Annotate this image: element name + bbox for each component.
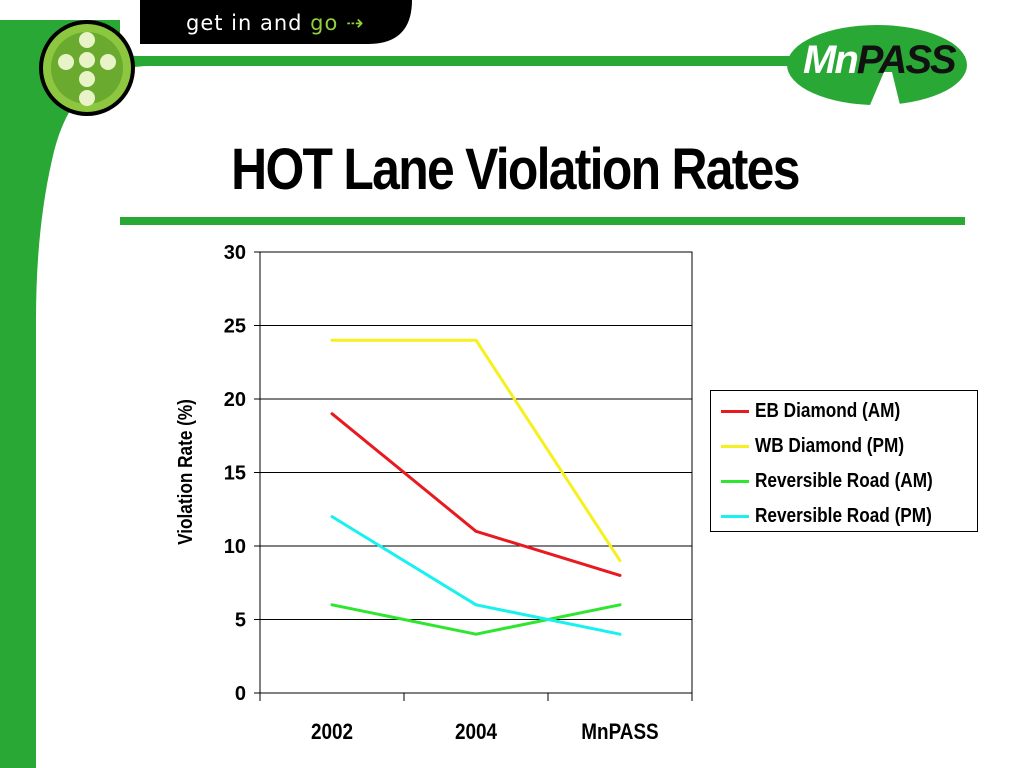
y-tick-label: 5 [235,610,246,632]
chart-legend: EB Diamond (AM) WB Diamond (PM) Reversible… [710,390,978,532]
axes: 0 5 10 15 20 25 30 2002 2004 MnPASS [224,242,693,745]
legend-item: EB Diamond (AM) [721,396,924,426]
y-tick-label: 20 [224,389,246,411]
header-band [0,0,412,44]
legend-swatch [721,479,749,483]
legend-item: WB Diamond (PM) [721,431,928,461]
legend-swatch [721,514,749,518]
data-point [330,515,334,519]
legend-swatch [721,444,749,448]
data-point [618,573,622,577]
legend-item: Reversible Road (AM) [721,466,962,496]
x-tick-label: 2004 [455,720,498,745]
gridlines [260,325,692,620]
mnpass-logo-text: MnPASS [803,38,957,82]
data-point [330,338,334,342]
legend-swatch [721,409,749,413]
series-lines [330,338,622,636]
data-point [618,559,622,563]
legend-label: EB Diamond (AM) [755,399,901,422]
legend-item: Reversible Road (PM) [721,501,961,531]
data-point [330,603,334,607]
data-point [618,632,622,636]
slide-title: HOT Lane Violation Rates [231,137,800,202]
legend-label: Reversible Road (AM) [755,469,933,492]
y-tick-label: 0 [235,683,246,705]
y-tick-label: 25 [224,316,246,338]
x-tick-label: 2002 [311,720,353,745]
data-point [618,603,622,607]
data-point [330,412,334,416]
road-icon [870,72,900,105]
arrow-dots-icon: ⇢ [346,11,365,35]
x-tick-label: MnPASS [581,720,658,745]
data-point [474,632,478,636]
mnpass-logo [787,25,967,105]
data-point [474,338,478,342]
legend-label: WB Diamond (PM) [755,434,905,457]
brand-tagline: get in and go ⇢ [186,11,365,35]
y-tick-label: 30 [224,242,246,264]
legend-label: Reversible Road (PM) [755,504,932,527]
data-point [474,529,478,533]
y-tick-label: 10 [224,536,246,558]
y-tick-label: 15 [224,463,246,485]
y-axis-label: Violation Rate (%) [174,399,197,545]
data-point [474,603,478,607]
plus-dots-logo-icon [39,20,135,116]
title-rule [120,217,965,225]
series-line-4 [331,515,621,636]
